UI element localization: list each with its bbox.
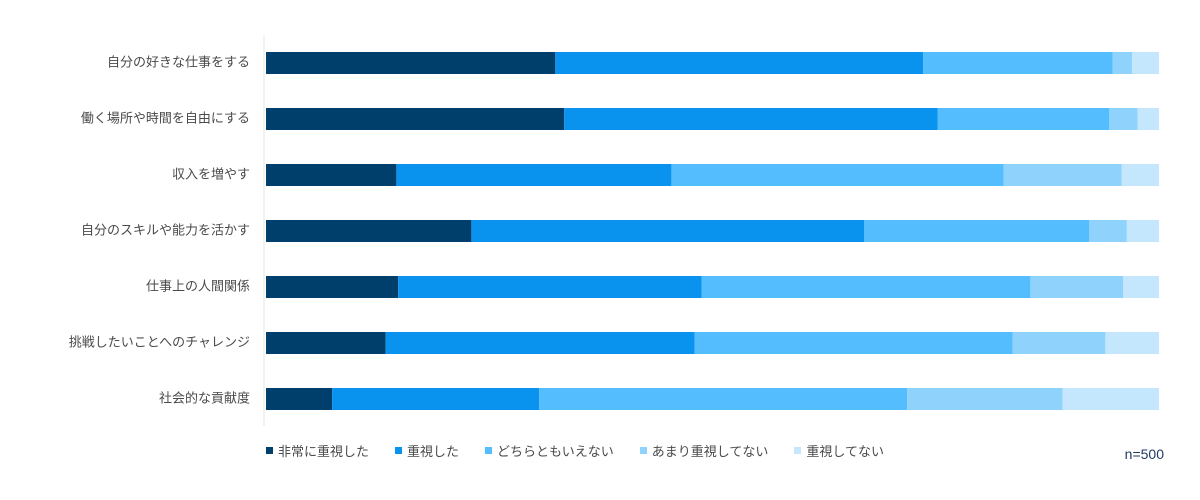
legend-swatch (794, 447, 802, 454)
sample-size-note: n=500 (1124, 446, 1164, 462)
category-label: 自分のスキルや能力を活かす (81, 224, 250, 239)
bar-segment (396, 164, 672, 186)
legend-swatch (395, 447, 403, 454)
bar-segment (1089, 220, 1127, 242)
bar-segment (1108, 108, 1138, 130)
bar-segment (1121, 164, 1159, 186)
bar-segment (266, 388, 333, 410)
legend-swatch (485, 447, 493, 454)
legend-item: 非常に重視した (266, 441, 369, 460)
legend-item: あまり重視してない (639, 441, 769, 460)
bar-segment (471, 220, 865, 242)
bar-segment (1132, 52, 1159, 74)
legend-label: 重視した (407, 445, 460, 460)
bar-segment (266, 220, 472, 242)
bar-segment (701, 276, 1031, 298)
bar-segment (907, 388, 1063, 410)
bar-segment (1012, 332, 1106, 354)
bar-segment (385, 332, 695, 354)
bar-segment (1112, 52, 1133, 74)
category-label: 社会的な貢献度 (159, 391, 250, 407)
legend-label: どちらともいえない (497, 445, 614, 460)
bar-segment (1123, 276, 1159, 298)
bar-segment (266, 164, 397, 186)
legend-swatch (639, 447, 647, 454)
legend: 非常に重視した 重視した どちらともいえない あまり重視してない 重視してない (266, 441, 884, 460)
bar-segment (1003, 164, 1122, 186)
bar-segment (1062, 388, 1159, 410)
bar-segment (539, 388, 908, 410)
bar-segment (332, 388, 540, 410)
legend-label: 非常に重視した (278, 445, 370, 460)
legend-label: 重視してない (806, 445, 885, 460)
legend-swatch (266, 447, 273, 454)
bar-segment (1137, 108, 1159, 130)
bar-segment (671, 164, 1004, 186)
bar-segment (937, 108, 1109, 130)
stacked-bar-chart: 自分の好きな仕事をする働く場所や時間を自由にする収入を増やす自分のスキルや能力を… (69, 36, 1159, 426)
category-labels-group: 自分の好きな仕事をする働く場所や時間を自由にする収入を増やす自分のスキルや能力を… (69, 56, 250, 407)
bar-segment (398, 276, 702, 298)
bar-segment (1105, 332, 1159, 354)
bar-segment (564, 108, 938, 130)
legend-item: 重視してない (794, 441, 884, 460)
category-label: 挑戦したいことへのチャレンジ (69, 336, 250, 351)
bar-segment (1030, 276, 1124, 298)
bar-segment (694, 332, 1013, 354)
bar-segment (923, 52, 1113, 74)
legend-item: どちらともいえない (485, 441, 614, 460)
category-label: 仕事上の人間関係 (146, 280, 250, 295)
category-label: 働く場所や時間を自由にする (81, 112, 250, 127)
legend-item: 重視した (395, 441, 459, 460)
bar-segment (266, 52, 556, 74)
category-label: 自分の好きな仕事をする (107, 56, 250, 71)
bar-segment (555, 52, 924, 74)
legend-label: あまり重視してない (651, 445, 769, 460)
bars-group (266, 52, 1159, 410)
bar-segment (864, 220, 1090, 242)
category-label: 収入を増やす (172, 168, 250, 183)
bar-segment (266, 108, 565, 130)
bar-segment (266, 332, 386, 354)
bar-segment (1126, 220, 1159, 242)
bar-segment (266, 276, 399, 298)
